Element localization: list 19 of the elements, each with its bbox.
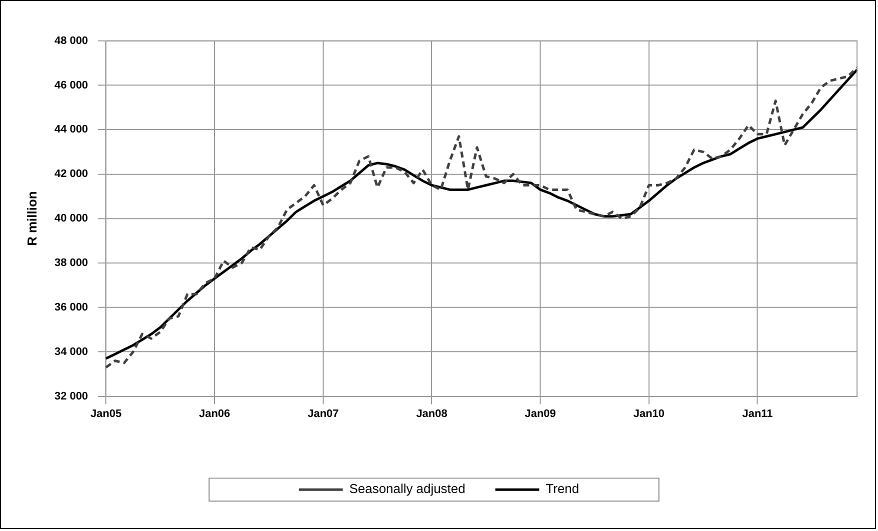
y-axis-title: R million [24,191,40,246]
x-tick-label: Jan09 [524,408,556,420]
x-tick-label: Jan10 [633,408,664,420]
x-tick-label: Jan08 [416,408,448,420]
y-tick-label: 34 000 [54,346,88,358]
y-tick-label: 38 000 [54,257,88,270]
legend-label: Seasonally adjusted [349,481,466,496]
x-tick-label: Jan06 [199,408,230,420]
x-tick-label: Jan11 [742,408,773,420]
legend-label: Trend [546,481,580,496]
x-tick-label: Jan05 [90,408,122,420]
y-tick-label: 48 000 [54,34,88,47]
y-tick-label: 46 000 [54,79,88,92]
y-tick-label: 44 000 [54,124,88,136]
y-tick-label: 32 000 [54,390,88,402]
y-tick-label: 42 000 [54,168,88,180]
y-tick-label: 40 000 [54,212,88,225]
y-tick-label: 36 000 [54,301,88,314]
x-tick-label: Jan07 [308,408,339,420]
